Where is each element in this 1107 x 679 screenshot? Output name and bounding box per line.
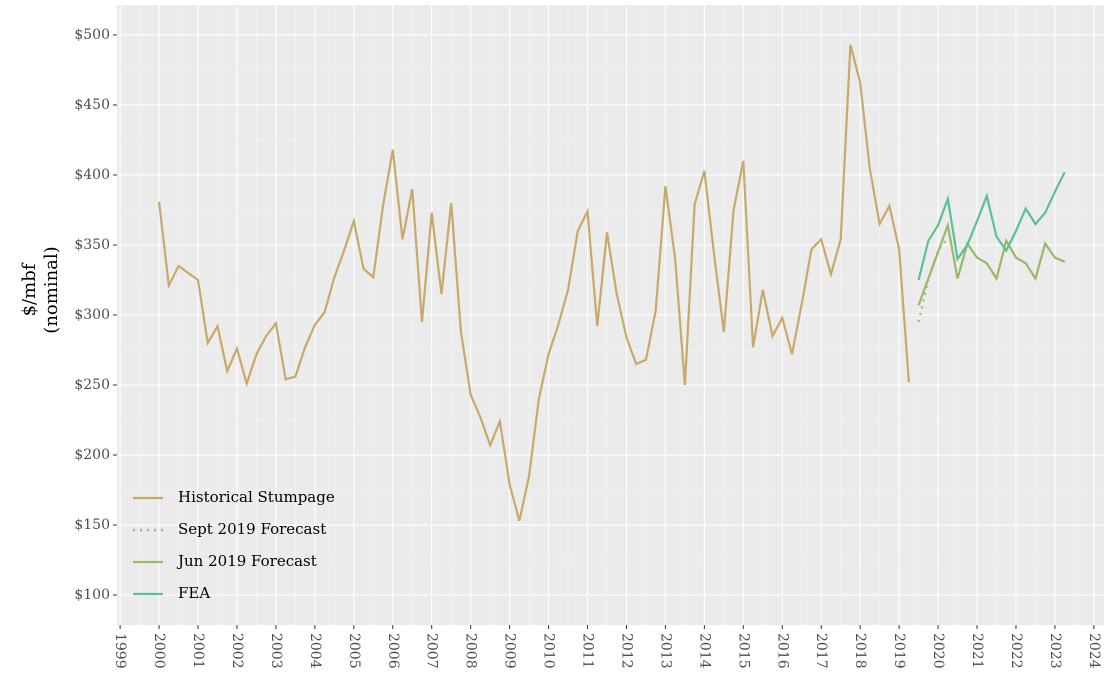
x-tick-label: 2017 (813, 633, 829, 669)
x-tick-label: 2016 (774, 633, 790, 669)
series-line (157, 44, 910, 522)
x-tick-label: 2000 (151, 633, 167, 669)
legend-label: Jun 2019 Forecast (176, 552, 317, 570)
x-tick-label: 2013 (657, 633, 673, 669)
legend-label: FEA (178, 584, 210, 602)
y-axis-label: (nominal) (41, 246, 62, 333)
x-tick-label: 2006 (385, 633, 401, 669)
x-tick-label: 2012 (618, 633, 634, 669)
x-tick-label: 1999 (112, 633, 128, 669)
y-axis-label: $/mbf (19, 262, 40, 316)
y-tick-label: $200 (74, 447, 110, 463)
x-tick-label: 2019 (891, 633, 907, 669)
series-line (917, 221, 1066, 306)
x-tick-label: 2015 (735, 633, 751, 669)
legend-label: Historical Stumpage (178, 488, 335, 506)
y-tick-label: $250 (74, 377, 110, 393)
series-line (917, 237, 949, 323)
x-tick-label: 2011 (580, 633, 596, 669)
x-tick-label: 2003 (268, 633, 284, 669)
x-tick-label: 2009 (502, 633, 518, 669)
y-tick-label: $400 (74, 167, 110, 183)
y-tick-label: $300 (74, 307, 110, 323)
x-tick-label: 2021 (969, 633, 985, 669)
x-tick-label: 2010 (541, 633, 557, 669)
y-tick-label: $150 (74, 517, 110, 533)
y-tick-label: $450 (74, 97, 110, 113)
x-tick-label: 2008 (463, 633, 479, 669)
y-tick-label: $350 (74, 237, 110, 253)
x-tick-label: 2023 (1047, 633, 1063, 669)
x-tick-label: 2004 (307, 633, 323, 669)
legend-label: Sept 2019 Forecast (178, 520, 326, 538)
y-tick-label: $500 (74, 27, 110, 43)
x-tick-label: 2007 (424, 633, 440, 669)
x-tick-label: 2014 (696, 633, 712, 669)
series-line (917, 171, 1066, 281)
y-tick-label: $100 (74, 587, 110, 603)
x-tick-label: 2022 (1008, 633, 1024, 669)
x-tick-label: 2001 (190, 633, 206, 669)
x-tick-label: 2024 (1086, 633, 1102, 669)
x-tick-label: 2018 (852, 633, 868, 669)
x-tick-label: 2002 (229, 633, 245, 669)
x-tick-label: 2005 (346, 633, 362, 669)
x-tick-label: 2020 (930, 633, 946, 669)
